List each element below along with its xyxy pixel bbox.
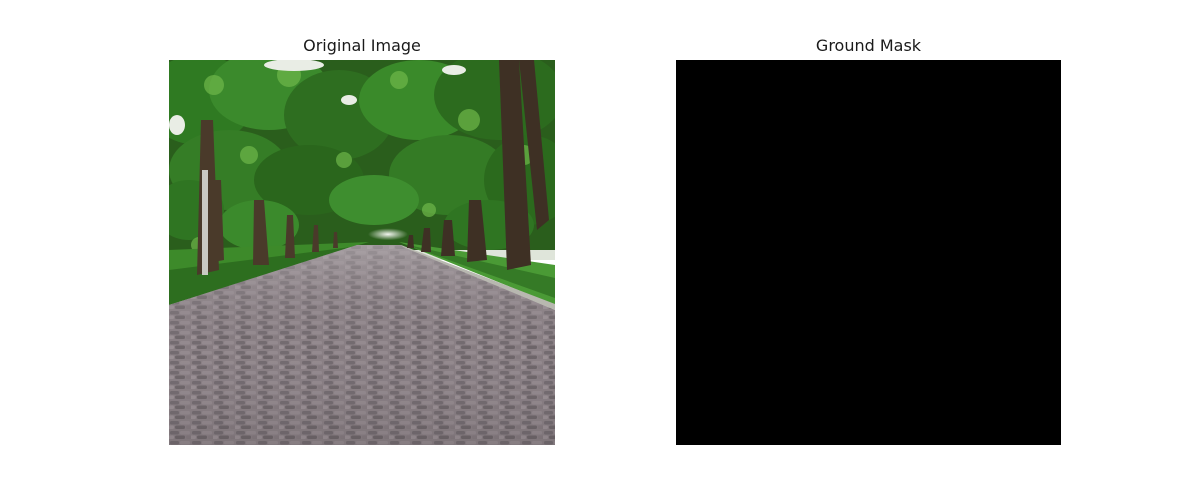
ground-mask-title: Ground Mask <box>815 36 922 55</box>
ground-mask-panel <box>676 60 1061 445</box>
original-image-panel <box>169 60 555 445</box>
original-image-title: Original Image <box>303 36 421 55</box>
original-image-photo <box>169 60 555 445</box>
